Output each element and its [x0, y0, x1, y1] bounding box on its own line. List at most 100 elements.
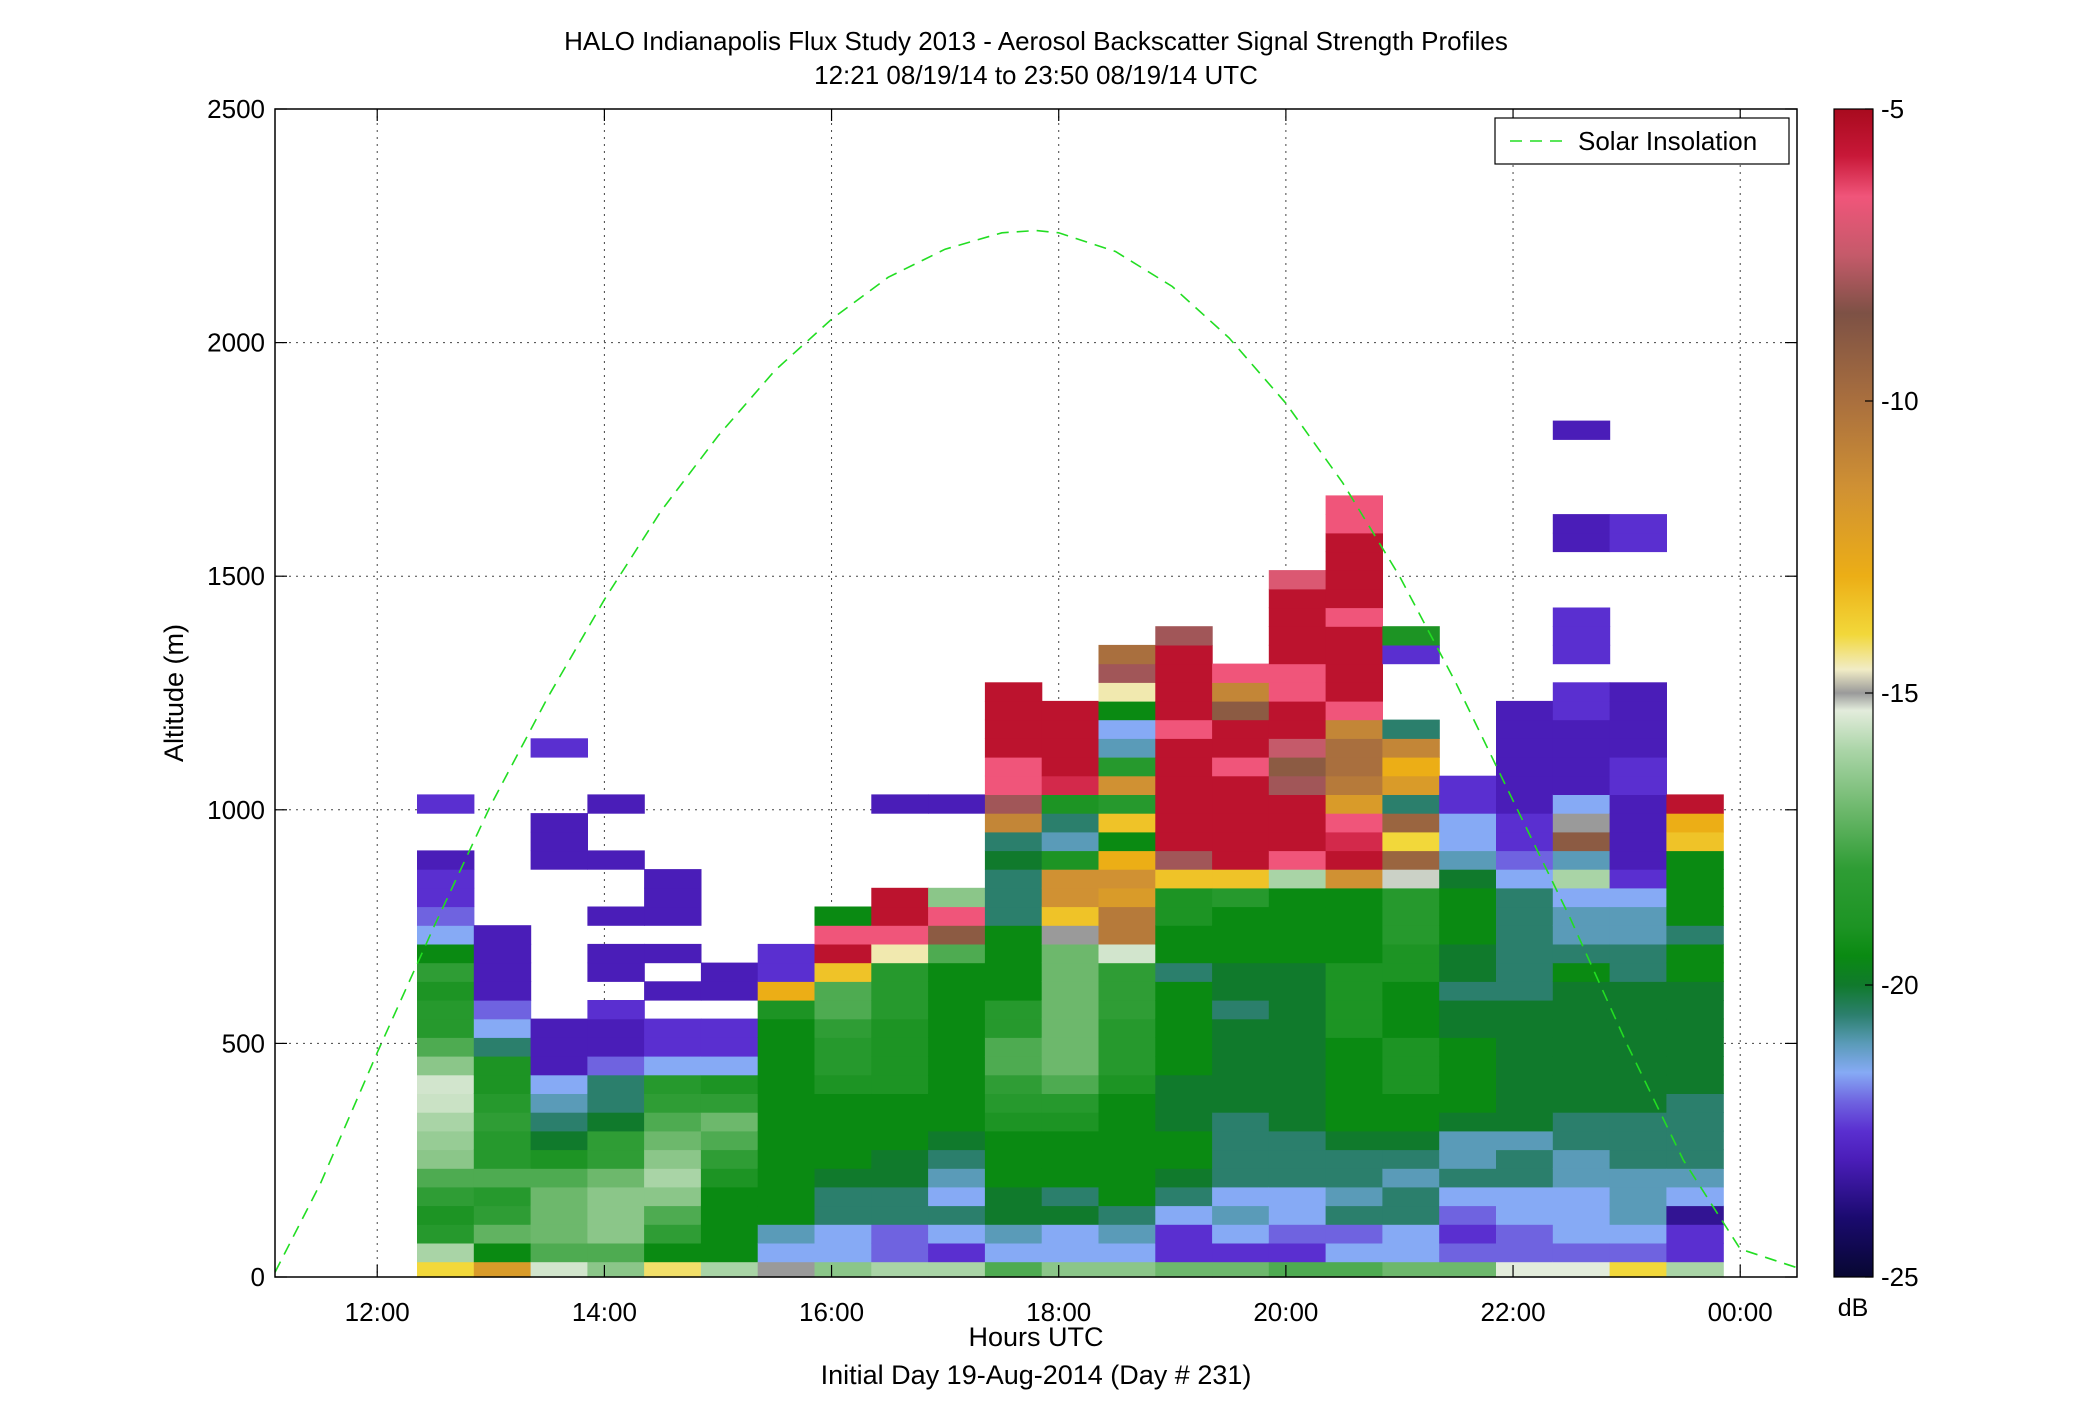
colorbar: -5 -10 -15 -20 -25 dB — [1833, 94, 1919, 1322]
heatmap-cell — [417, 794, 475, 814]
heatmap-cell — [587, 1018, 645, 1038]
heatmap-cell — [1041, 869, 1100, 889]
heatmap-cell — [928, 1074, 986, 1094]
heatmap-cell — [1439, 887, 1497, 908]
heatmap-cell — [814, 981, 872, 1001]
heatmap-cell — [644, 1168, 702, 1188]
heatmap-cell — [871, 1242, 929, 1263]
heatmap-cell — [1041, 1149, 1100, 1169]
heatmap-cell — [1325, 1074, 1383, 1094]
heatmap-cell — [984, 1130, 1043, 1151]
heatmap-cell — [1268, 962, 1327, 982]
y-tick-label: 1500 — [207, 561, 265, 591]
heatmap-cell — [984, 1149, 1043, 1169]
heatmap-cell — [1609, 869, 1667, 889]
heatmap-cell — [984, 1205, 1043, 1225]
heatmap-cell — [1325, 962, 1383, 982]
heatmap-cell — [1155, 1000, 1213, 1020]
heatmap-cell — [1496, 1037, 1554, 1057]
heatmap-cell — [1609, 514, 1667, 534]
chart-title: HALO Indianapolis Flux Study 2013 - Aero… — [564, 26, 1508, 56]
colorbar-tick-label: -25 — [1881, 1262, 1919, 1292]
heatmap-cell — [1382, 1000, 1440, 1020]
colorbar-unit-label: dB — [1838, 1294, 1869, 1322]
heatmap-cell — [1382, 719, 1440, 739]
heatmap-cell — [1098, 682, 1156, 702]
heatmap-cell — [1496, 831, 1554, 852]
heatmap-cell — [1268, 1205, 1327, 1225]
heatmap-cell — [1268, 1149, 1327, 1169]
heatmap-cell — [1666, 906, 1724, 926]
heatmap-cell — [1325, 682, 1383, 702]
heatmap-cell — [757, 1074, 816, 1094]
heatmap-cell — [984, 831, 1043, 852]
heatmap-cell — [1212, 906, 1270, 926]
heatmap-cell — [1098, 887, 1156, 908]
heatmap-cell — [1439, 1000, 1497, 1020]
heatmap-cell — [700, 981, 759, 1001]
heatmap-cell — [928, 906, 986, 926]
heatmap-cell — [1325, 943, 1383, 964]
heatmap-cell — [757, 1000, 816, 1020]
heatmap-cell — [1382, 1168, 1440, 1188]
heatmap-cell — [1041, 738, 1100, 758]
heatmap-cell — [871, 794, 929, 814]
heatmap-cell — [530, 831, 588, 852]
heatmap-cell — [1041, 1224, 1100, 1244]
heatmap-cell — [814, 962, 872, 982]
heatmap-cell — [1325, 1205, 1383, 1225]
heatmap-cell — [644, 1074, 702, 1094]
heatmap-cell — [1041, 887, 1100, 908]
heatmap-cell — [1155, 700, 1213, 721]
heatmap-cell — [1155, 1186, 1213, 1207]
heatmap-cell — [1041, 1130, 1100, 1151]
heatmap-cell — [1552, 962, 1611, 982]
heatmap-cell — [700, 962, 759, 982]
heatmap-cell — [1439, 1186, 1497, 1207]
heatmap-cell — [1666, 850, 1724, 870]
heatmap-cell — [871, 981, 929, 1001]
heatmap-cell — [1382, 831, 1440, 852]
heatmap-cell — [1155, 981, 1213, 1001]
heatmap-cell — [757, 1093, 816, 1113]
heatmap-cell — [1155, 831, 1213, 852]
heatmap-cell — [1382, 1261, 1440, 1278]
heatmap-cell — [871, 1261, 929, 1278]
heatmap-cell — [1609, 1000, 1667, 1020]
heatmap-cell — [530, 1130, 588, 1151]
heatmap-cell — [1041, 1093, 1100, 1113]
heatmap-cell — [1041, 1018, 1100, 1038]
heatmap-cell — [984, 1074, 1043, 1094]
heatmap-cell — [871, 1056, 929, 1076]
heatmap-cell — [1212, 925, 1270, 945]
heatmap-cell — [1155, 1168, 1213, 1188]
heatmap-cell — [928, 943, 986, 964]
heatmap-cell — [1212, 682, 1270, 702]
heatmap-cell — [871, 1018, 929, 1038]
heatmap-cell — [1041, 719, 1100, 739]
heatmap-cell — [1666, 1000, 1724, 1020]
heatmap-cell — [700, 1018, 759, 1038]
heatmap-cell — [587, 1130, 645, 1151]
heatmap-cell — [700, 1037, 759, 1057]
heatmap-cell — [1496, 887, 1554, 908]
heatmap-cell — [1268, 775, 1327, 795]
heatmap-cell — [928, 1130, 986, 1151]
heatmap-cell — [1609, 831, 1667, 852]
heatmap-cell — [871, 1037, 929, 1057]
heatmap-cell — [1382, 757, 1440, 777]
heatmap-cell — [473, 943, 532, 964]
heatmap-cell — [871, 1224, 929, 1244]
heatmap-cell — [1439, 1224, 1497, 1244]
heatmap-cell — [1552, 869, 1611, 889]
heatmap-cell — [1325, 532, 1383, 553]
heatmap-cell — [587, 906, 645, 926]
heatmap-cell — [587, 1000, 645, 1020]
heatmap-cell — [1496, 1149, 1554, 1169]
heatmap-cell — [1325, 626, 1383, 646]
heatmap-cell — [1552, 794, 1611, 814]
heatmap-cell — [1098, 794, 1156, 814]
heatmap-cell — [1552, 420, 1611, 440]
heatmap-cell — [1609, 1168, 1667, 1188]
heatmap-cell — [1041, 1074, 1100, 1094]
